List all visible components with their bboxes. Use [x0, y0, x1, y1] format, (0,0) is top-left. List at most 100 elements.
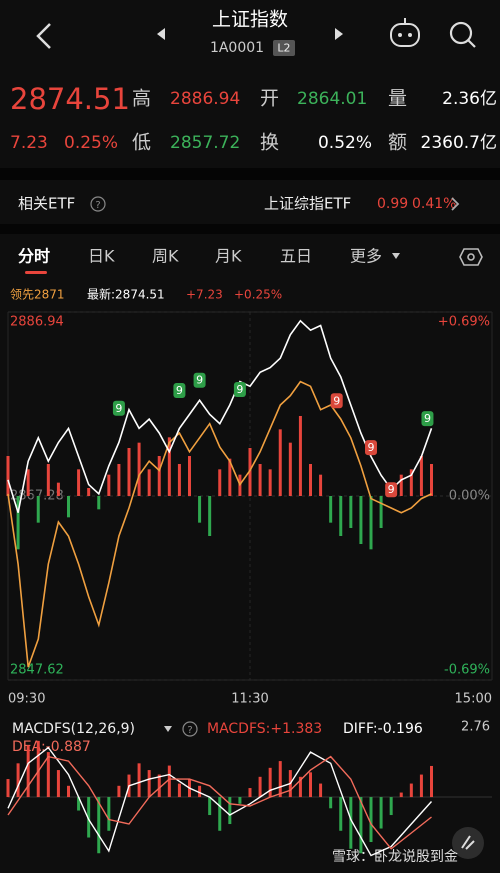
macd-bar [6, 779, 10, 798]
breadth-bar [409, 469, 413, 496]
macd-bar [238, 797, 242, 804]
signal-label: 9 [424, 412, 431, 425]
breadth-bar [147, 469, 151, 496]
signal-badge [193, 372, 206, 388]
signal-label: 9 [115, 402, 122, 415]
open-value: 2864.01 [297, 89, 367, 109]
macd-bar [198, 785, 202, 798]
breadth-bar [208, 496, 212, 536]
breadth-bar [117, 464, 121, 496]
high-label: 高 [132, 88, 151, 110]
tab[interactable]: 分时 [18, 247, 50, 266]
macd-bar [389, 797, 393, 816]
next-button[interactable] [335, 28, 343, 40]
macd-bar [208, 797, 212, 816]
breadth-bar [26, 469, 30, 496]
macd-bar [319, 783, 323, 798]
breadth-bar [430, 464, 433, 496]
x-tick-label: 15:00 [455, 692, 492, 707]
macd-bar [359, 797, 363, 854]
breadth-bar [188, 456, 191, 496]
etf-name[interactable]: 上证综指ETF [264, 195, 351, 213]
macd-bar [67, 785, 70, 798]
back-button[interactable] [36, 23, 51, 49]
legend-change-pct: +0.25% [234, 288, 282, 302]
breadth-bar [359, 496, 363, 544]
help-icon[interactable]: ? [90, 196, 106, 212]
breadth-bar [16, 496, 20, 550]
macd-bar [349, 797, 353, 849]
svg-text:?: ? [95, 200, 100, 211]
macd-bar [167, 765, 171, 798]
macd-bar [298, 776, 302, 798]
macd-bar [218, 797, 222, 831]
etf-price: 0.99 [377, 196, 408, 212]
tab[interactable]: 五日 [280, 247, 312, 266]
legend-lead: 领先2871 [10, 288, 65, 302]
macd-bar [177, 783, 181, 798]
macd-bar [97, 797, 101, 854]
breadth-bar [268, 469, 272, 496]
y-tick-label: 2886.94 [10, 315, 64, 330]
signal-label: 9 [236, 383, 243, 396]
breadth-bar [167, 437, 171, 496]
svg-text:?: ? [187, 725, 192, 736]
macd-line [7, 746, 433, 857]
macd-bar [16, 763, 20, 798]
breadth-bar [218, 469, 222, 496]
volume-label: 量 [388, 88, 407, 110]
macd-bar [379, 797, 383, 829]
signal-label: 9 [388, 483, 395, 496]
breadth-bar [157, 456, 161, 496]
macd-title[interactable]: MACDFS(12,26,9) [12, 721, 135, 737]
macd-bar [87, 797, 91, 838]
macd-line [7, 755, 432, 850]
breadth-bar [127, 448, 131, 496]
breadth-bar [278, 429, 282, 496]
macd-dea-label: DEA:-0.887 [12, 739, 91, 755]
tab-indicator [25, 271, 47, 274]
macd-bar [258, 776, 262, 798]
tab[interactable]: 周K [152, 247, 179, 266]
breadth-bar [319, 474, 323, 496]
stock-code: 1A0001 [210, 40, 264, 56]
macd-help[interactable]: ? [182, 721, 198, 737]
turnover-value: 0.52% [318, 133, 372, 153]
tab[interactable]: 日K [88, 247, 115, 266]
macd-bar [228, 797, 232, 825]
macd-bar [26, 745, 30, 798]
etf-arrow[interactable] [451, 197, 460, 211]
charts: 2847.622867.282886.94-0.69%0.00%+0.69%09… [6, 311, 493, 857]
y2-tick-label: 0.00% [449, 489, 490, 504]
search-icon[interactable] [449, 21, 476, 48]
signal-badge [173, 382, 186, 398]
x-tick-label: 09:30 [8, 692, 45, 707]
macd-bar [157, 774, 161, 798]
change-pct: 0.25% [64, 133, 118, 153]
turnover-label: 换 [260, 132, 279, 154]
macd-bar [339, 797, 343, 831]
breadth-bar [87, 488, 91, 496]
level-label: L2 [277, 42, 290, 55]
tab[interactable]: 更多 [350, 247, 382, 266]
settings-icon[interactable] [459, 248, 483, 266]
tab[interactable]: 月K [215, 247, 242, 266]
breadth-bar [228, 458, 232, 496]
volume-value: 2.36亿 [442, 89, 497, 109]
signal-badge [385, 482, 398, 498]
open-label: 开 [260, 88, 279, 110]
prev-button[interactable] [157, 28, 165, 40]
amount-value: 2360.7亿 [421, 133, 497, 153]
macd-bar [107, 797, 111, 831]
macd-bar [409, 783, 413, 798]
separator [0, 168, 500, 180]
float-button[interactable] [452, 827, 484, 859]
breadth-bar [67, 496, 70, 518]
etf-label: 相关ETF [18, 195, 75, 213]
macd-bar [268, 767, 272, 798]
signal-label: 9 [333, 394, 340, 407]
change: 7.23 [10, 133, 48, 153]
robot-icon[interactable] [390, 18, 420, 47]
breadth-bar [288, 442, 292, 496]
